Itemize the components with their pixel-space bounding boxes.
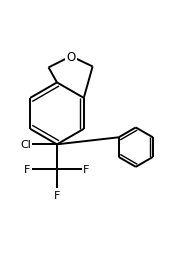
Text: O: O [66,51,76,64]
Text: F: F [54,190,60,200]
Text: F: F [83,164,90,174]
Text: Cl: Cl [20,140,31,150]
Text: F: F [24,164,31,174]
